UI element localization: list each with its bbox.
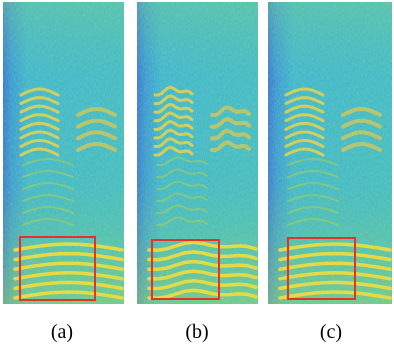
harmonic	[76, 141, 117, 152]
harmonic	[156, 168, 208, 179]
harmonic	[341, 118, 382, 129]
harmonic	[210, 128, 251, 141]
panel-label: (c)	[320, 321, 342, 343]
harmonic	[153, 111, 194, 123]
harmonic	[278, 242, 392, 252]
harmonic	[13, 290, 124, 300]
harmonic	[153, 102, 194, 114]
highlight-box	[19, 236, 96, 301]
harmonic	[156, 156, 208, 167]
harmonic	[19, 121, 60, 131]
harmonic	[156, 192, 208, 203]
highlight-box	[287, 237, 356, 300]
harmonic	[19, 113, 60, 123]
harmonic	[153, 85, 194, 97]
harmonic	[13, 251, 124, 262]
harmonic	[287, 181, 339, 190]
harmonic	[278, 261, 392, 271]
harmonic	[76, 106, 117, 117]
harmonic	[287, 157, 339, 166]
harmonic	[147, 278, 258, 291]
harmonic	[153, 94, 194, 106]
harmonic	[284, 147, 325, 157]
harmonic	[210, 140, 251, 153]
harmonic	[287, 205, 339, 214]
harmonic	[284, 104, 325, 114]
harmonic	[153, 128, 194, 140]
harmonic	[341, 141, 382, 152]
harmonic	[19, 147, 60, 157]
harmonic	[278, 290, 392, 300]
highlight-box	[151, 239, 220, 300]
harmonic	[147, 288, 258, 300]
spectrogram	[137, 2, 258, 304]
harmonic	[13, 242, 124, 252]
panel-label: (b)	[185, 321, 208, 343]
harmonic	[22, 193, 74, 202]
harmonic	[13, 271, 124, 281]
harmonic	[147, 250, 258, 262]
panels	[3, 2, 392, 304]
harmonic	[22, 217, 74, 226]
harmonic	[156, 204, 208, 215]
harmonic	[284, 121, 325, 131]
harmonic	[147, 259, 258, 272]
harmonic	[284, 96, 325, 106]
harmonic	[19, 96, 60, 106]
harmonic	[287, 193, 339, 202]
panel-label: (a)	[51, 321, 73, 343]
harmonic	[19, 87, 60, 97]
harmonic	[153, 120, 194, 131]
harmonic	[22, 205, 74, 214]
harmonic	[153, 137, 194, 149]
harmonic	[341, 130, 382, 141]
harmonic	[284, 87, 325, 97]
harmonic	[278, 271, 392, 281]
harmonic	[156, 180, 208, 191]
harmonic	[22, 157, 74, 166]
harmonic	[76, 118, 117, 129]
harmonic	[278, 251, 392, 262]
harmonic	[287, 169, 339, 178]
harmonic	[287, 217, 339, 226]
harmonic	[156, 216, 208, 227]
harmonic	[153, 145, 194, 157]
spectrogram	[3, 2, 124, 304]
harmonic	[19, 138, 60, 148]
harmonic	[13, 261, 124, 271]
harmonic	[278, 280, 392, 291]
harmonic	[341, 106, 382, 117]
harmonic	[13, 280, 124, 291]
harmonic	[147, 269, 258, 281]
harmonic	[76, 130, 117, 141]
harmonic	[284, 130, 325, 140]
spectrogram	[268, 2, 392, 304]
harmonic	[210, 105, 251, 118]
harmonic	[147, 240, 258, 252]
harmonic	[19, 104, 60, 114]
harmonic	[22, 181, 74, 190]
harmonic	[284, 113, 325, 123]
harmonic	[19, 130, 60, 140]
harmonic	[210, 116, 251, 129]
harmonic	[22, 169, 74, 178]
harmonic	[284, 138, 325, 148]
